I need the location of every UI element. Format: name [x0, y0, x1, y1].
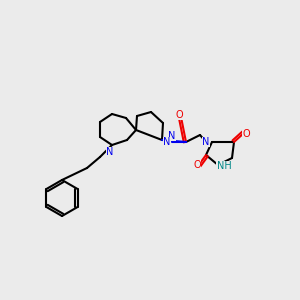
Text: O: O: [175, 110, 183, 120]
Text: N: N: [168, 131, 176, 141]
Text: N: N: [106, 147, 114, 157]
Text: N: N: [163, 137, 171, 147]
Text: O: O: [193, 160, 201, 170]
Text: NH: NH: [217, 161, 231, 171]
Text: O: O: [242, 129, 250, 139]
Text: N: N: [202, 137, 210, 147]
